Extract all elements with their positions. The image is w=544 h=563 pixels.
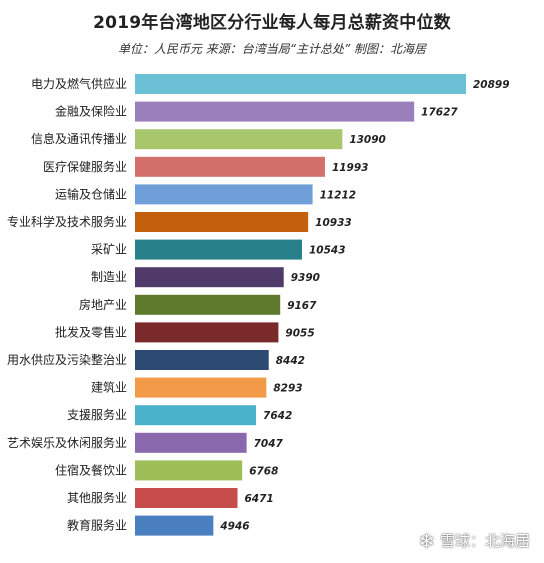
value-label: 7642 bbox=[263, 410, 292, 422]
bar-8 bbox=[135, 267, 284, 288]
category-label: 教育服务业 bbox=[67, 518, 127, 533]
value-label: 11993 bbox=[332, 162, 369, 174]
value-label: 8442 bbox=[276, 355, 305, 367]
value-label: 17627 bbox=[421, 107, 458, 119]
bar-6 bbox=[135, 212, 309, 232]
category-label: 采矿业 bbox=[91, 243, 127, 257]
watermark-text: 雪球：北海居 bbox=[439, 532, 530, 550]
category-label: 建筑业 bbox=[91, 380, 127, 395]
value-label: 9055 bbox=[285, 327, 314, 339]
category-label: 医疗保健服务业 bbox=[43, 159, 127, 174]
category-label: 运输及仓储业 bbox=[55, 186, 127, 201]
snowball-icon: ❄ bbox=[418, 528, 435, 553]
value-label: 6768 bbox=[249, 465, 278, 477]
bar-12 bbox=[135, 377, 267, 398]
value-label: 9167 bbox=[287, 300, 317, 312]
category-label: 用水供应及污染整治业 bbox=[7, 352, 127, 367]
bar-3 bbox=[135, 129, 343, 150]
category-label: 专业科学及技术服务业 bbox=[7, 214, 127, 229]
bar-2 bbox=[135, 101, 415, 122]
value-label: 10543 bbox=[309, 245, 346, 257]
category-label: 信息及通讯传播业 bbox=[31, 131, 127, 146]
category-label: 电力及燃气供应业 bbox=[31, 76, 127, 91]
bar-17 bbox=[135, 515, 214, 536]
value-label: 9390 bbox=[291, 272, 320, 284]
category-label: 批发及零售业 bbox=[55, 324, 127, 339]
value-label: 4946 bbox=[219, 521, 249, 533]
value-label: 10933 bbox=[315, 217, 352, 229]
category-label: 艺术娱乐及休闲服务业 bbox=[7, 435, 127, 450]
bar-14 bbox=[135, 432, 247, 453]
bar-1 bbox=[135, 74, 466, 94]
chart-subtitle: 单位：人民币元 来源：台湾当局“主计总处” 制图：北海居 bbox=[117, 42, 427, 56]
bar-9 bbox=[135, 294, 281, 315]
category-label: 金融及保险业 bbox=[55, 104, 127, 119]
value-label: 13090 bbox=[349, 134, 386, 146]
bar-16 bbox=[135, 488, 238, 508]
bar-13 bbox=[135, 405, 257, 426]
category-label: 支援服务业 bbox=[67, 407, 127, 422]
category-label: 其他服务业 bbox=[67, 490, 127, 505]
value-label: 6471 bbox=[244, 493, 273, 505]
watermark: ❄ 雪球：北海居 bbox=[418, 530, 530, 551]
plot-area: 电力及燃气供应业 20899 金融及保险业 17627 信息及通讯传播业 13090 医疗保… bbox=[7, 74, 510, 536]
chart-title: 2019年台湾地区分行业每人每月总薪资中位数 bbox=[93, 13, 451, 33]
bar-11 bbox=[135, 350, 269, 370]
value-label: 20899 bbox=[473, 79, 510, 91]
bar-4 bbox=[135, 156, 325, 177]
bar-5 bbox=[135, 184, 313, 205]
value-label: 8293 bbox=[273, 383, 302, 395]
category-label: 制造业 bbox=[91, 270, 127, 284]
category-label: 住宿及餐饮业 bbox=[55, 462, 127, 477]
category-label: 房地产业 bbox=[79, 297, 127, 312]
bar-10 bbox=[135, 322, 279, 343]
value-label: 7047 bbox=[254, 438, 284, 450]
bar-7 bbox=[135, 239, 302, 260]
value-label: 11212 bbox=[320, 189, 357, 201]
bar-15 bbox=[135, 460, 243, 481]
